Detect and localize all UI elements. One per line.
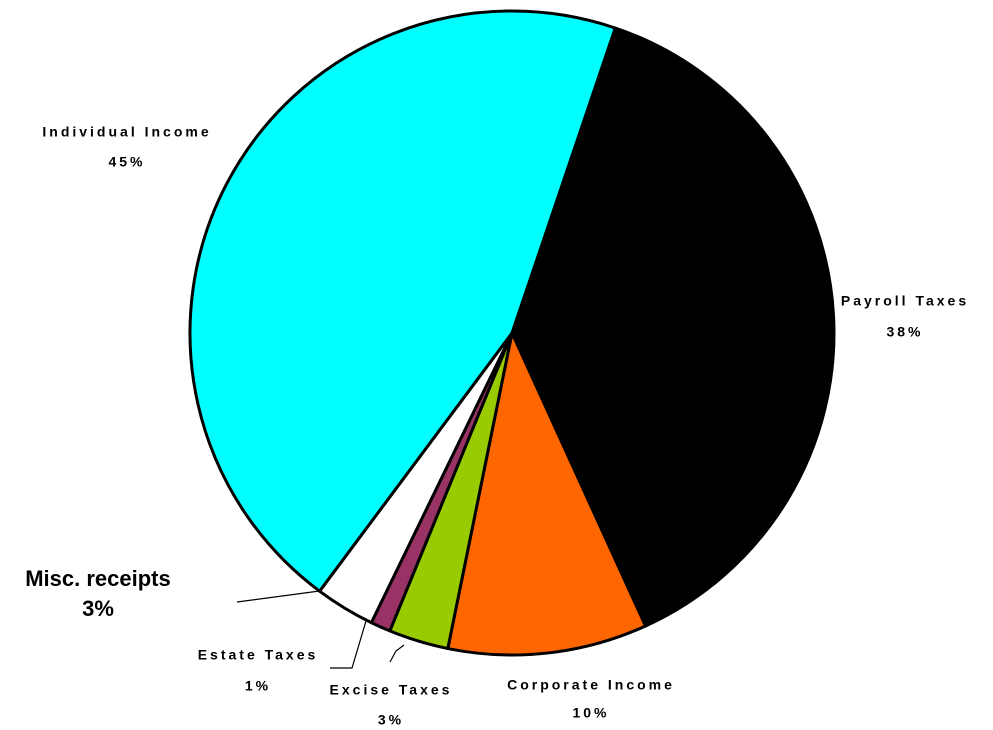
slice-value-label: 3% [378,712,404,728]
slice-label: Excise Taxes [330,682,453,698]
slice-value-label: 3% [82,596,114,621]
slice-value-label: 1% [245,678,271,694]
slice-value-label: 38% [886,324,923,340]
pie-slice [188,9,617,593]
slice-value-label: 10% [572,705,609,721]
slice-value-label: 45% [108,154,145,170]
slice-label: Individual Income [42,124,211,140]
leader-line [330,620,367,669]
slice-label: Estate Taxes [198,647,319,663]
pie-slice [510,26,836,628]
leader-line [236,589,328,603]
slice-label: Payroll Taxes [841,293,969,309]
slice-label: Corporate Income [507,677,675,693]
pie-slice [446,331,648,657]
slice-label: Misc. receipts [25,566,171,591]
leader-line [389,644,405,663]
